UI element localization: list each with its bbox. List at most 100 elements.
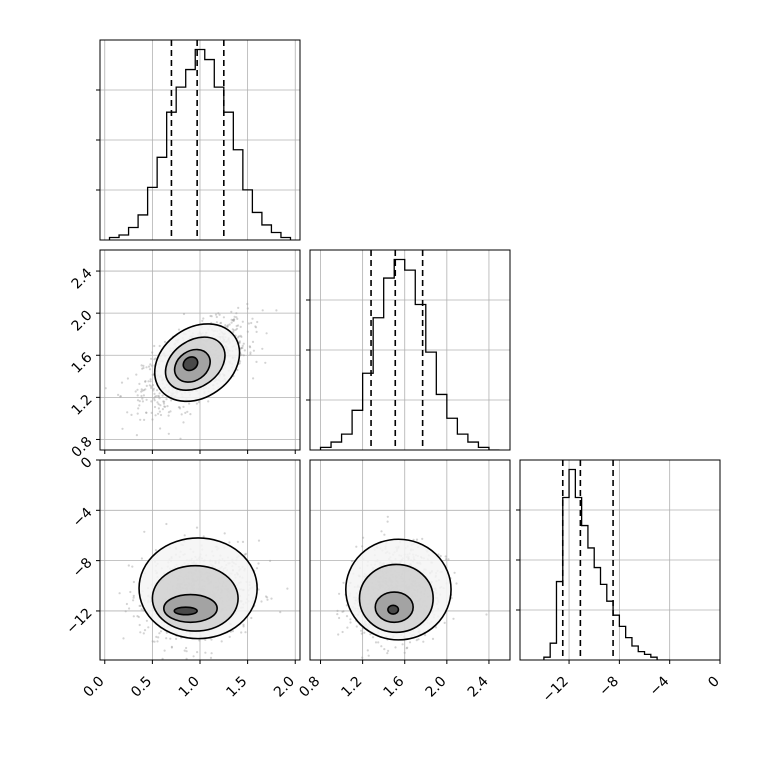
sample-point bbox=[167, 414, 170, 417]
sample-point bbox=[132, 615, 135, 618]
sample-point bbox=[366, 649, 369, 652]
sample-point bbox=[455, 582, 458, 585]
y-tick-label: 0 bbox=[78, 454, 96, 472]
sample-point bbox=[255, 567, 259, 570]
sample-point bbox=[166, 405, 169, 408]
sample-point bbox=[185, 646, 188, 650]
sample-point bbox=[140, 390, 143, 393]
sample-point bbox=[149, 378, 152, 381]
sample-point bbox=[143, 629, 147, 632]
sample-point bbox=[151, 418, 154, 421]
sample-point bbox=[202, 317, 205, 320]
x-tick-label: 0.8 bbox=[296, 674, 323, 701]
sample-point bbox=[142, 366, 145, 370]
sample-point bbox=[156, 401, 159, 404]
sample-point bbox=[153, 399, 156, 402]
sample-point bbox=[251, 340, 255, 343]
sample-point bbox=[240, 631, 243, 634]
sample-point bbox=[386, 652, 389, 655]
sample-point bbox=[137, 615, 140, 619]
sample-point bbox=[132, 599, 135, 602]
x-tick-label: 2.0 bbox=[271, 674, 298, 701]
x-tick-label: 1.5 bbox=[223, 674, 250, 701]
sample-point bbox=[143, 389, 146, 392]
sample-point bbox=[257, 562, 260, 565]
sample-point bbox=[241, 346, 244, 350]
sample-point bbox=[182, 421, 185, 424]
sample-point bbox=[230, 318, 233, 321]
sample-point bbox=[158, 410, 161, 413]
sample-point bbox=[162, 402, 166, 405]
sample-point bbox=[150, 411, 153, 414]
sample-point bbox=[443, 621, 446, 625]
sample-point bbox=[349, 621, 352, 624]
sample-point bbox=[185, 657, 188, 660]
sample-point bbox=[143, 418, 146, 421]
sample-point bbox=[232, 318, 236, 321]
sample-point bbox=[178, 406, 181, 409]
sample-point bbox=[132, 580, 135, 584]
sample-point bbox=[158, 397, 161, 400]
sample-point bbox=[224, 324, 227, 327]
sample-point bbox=[238, 340, 241, 343]
sample-point bbox=[270, 597, 273, 600]
sample-point bbox=[341, 610, 344, 613]
sample-point bbox=[243, 349, 246, 352]
sample-point bbox=[140, 364, 143, 367]
sample-point bbox=[153, 344, 156, 348]
x-tick-label: 1.2 bbox=[338, 674, 365, 701]
sample-point bbox=[204, 651, 207, 654]
sample-point bbox=[98, 407, 100, 409]
histogram-1 bbox=[319, 258, 500, 450]
sample-point bbox=[127, 564, 130, 567]
sample-point bbox=[362, 536, 365, 539]
sample-point bbox=[104, 387, 107, 390]
sample-point bbox=[157, 395, 161, 398]
sample-point bbox=[360, 632, 363, 635]
sample-point bbox=[167, 432, 170, 435]
x-tick-label: 1.0 bbox=[176, 674, 203, 701]
y-tick-label: 1.2 bbox=[69, 392, 96, 419]
sample-point bbox=[145, 619, 148, 622]
sample-point bbox=[279, 611, 282, 614]
sample-point bbox=[141, 397, 144, 400]
x-tick-label: 0.0 bbox=[81, 674, 108, 701]
sample-point bbox=[151, 373, 154, 376]
sample-point bbox=[154, 395, 157, 398]
sample-point bbox=[269, 559, 272, 563]
sample-point bbox=[138, 382, 141, 385]
sample-point bbox=[215, 321, 218, 324]
sample-point bbox=[154, 414, 157, 417]
sample-point bbox=[134, 390, 137, 393]
panel-frame-2-1 bbox=[309, 459, 511, 661]
sample-point bbox=[195, 526, 199, 529]
sample-point bbox=[145, 411, 148, 414]
sample-point bbox=[444, 555, 447, 558]
sample-point bbox=[255, 330, 258, 333]
sample-point bbox=[401, 643, 404, 646]
sample-point bbox=[237, 336, 240, 339]
sample-point bbox=[147, 365, 151, 368]
sample-point bbox=[161, 657, 164, 660]
sample-point bbox=[252, 377, 255, 380]
sample-point bbox=[140, 557, 143, 560]
sample-point bbox=[149, 363, 152, 366]
sample-point bbox=[163, 649, 166, 652]
sample-point bbox=[130, 413, 133, 416]
sample-point bbox=[152, 389, 155, 392]
sample-point bbox=[122, 637, 125, 640]
sample-point bbox=[152, 387, 155, 390]
sample-point bbox=[336, 613, 339, 616]
sample-point bbox=[367, 654, 370, 657]
sample-point bbox=[337, 633, 340, 636]
sample-point bbox=[254, 326, 258, 329]
sample-point bbox=[165, 522, 168, 526]
sample-point bbox=[341, 630, 344, 634]
sample-point bbox=[439, 554, 442, 558]
sample-point bbox=[132, 594, 135, 598]
sample-point bbox=[408, 641, 412, 644]
sample-point bbox=[158, 392, 161, 395]
y-tick-label: −12 bbox=[63, 605, 95, 637]
sample-point bbox=[139, 604, 142, 608]
sample-point bbox=[228, 541, 231, 544]
